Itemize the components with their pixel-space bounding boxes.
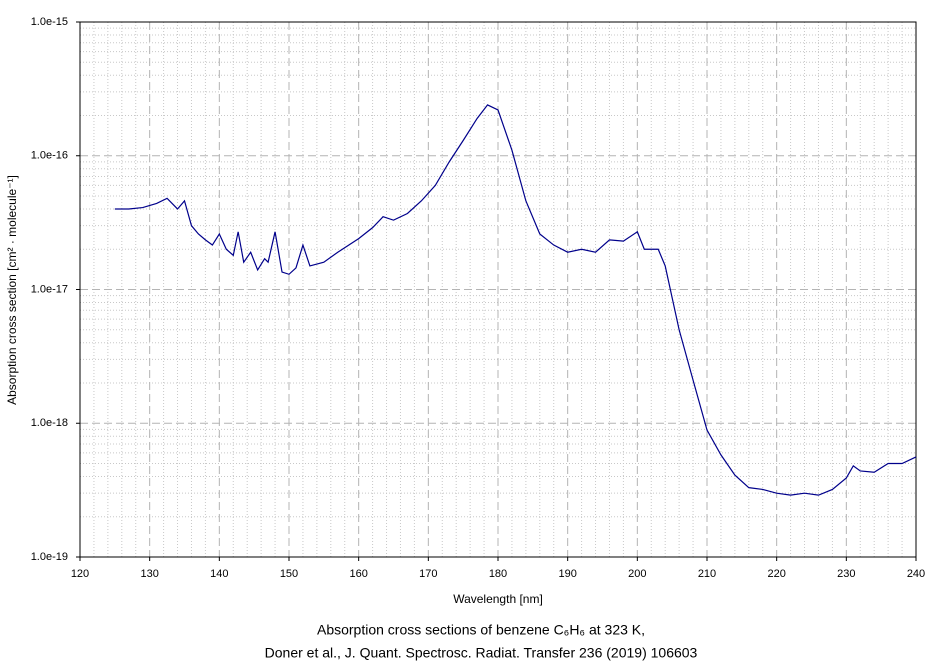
x-tick-label: 230: [837, 568, 855, 580]
y-tick-label: 1.0e-16: [31, 150, 68, 162]
x-tick-label: 140: [210, 568, 228, 580]
x-tick-label: 120: [71, 568, 89, 580]
x-tick-label: 220: [767, 568, 785, 580]
y-tick-label: 1.0e-17: [31, 283, 68, 295]
x-tick-label: 150: [280, 568, 298, 580]
x-axis-title: Wavelength [nm]: [453, 592, 543, 606]
x-tick-label: 160: [349, 568, 367, 580]
caption: Absorption cross sections of benzene C₆H…: [317, 622, 645, 638]
y-axis-title: Absorption cross section [cm² · molecule…: [5, 175, 19, 405]
caption: Doner et al., J. Quant. Spectrosc. Radia…: [265, 645, 698, 661]
x-tick-label: 240: [907, 568, 925, 580]
x-tick-label: 190: [558, 568, 576, 580]
x-tick-label: 180: [489, 568, 507, 580]
x-tick-label: 210: [698, 568, 716, 580]
y-tick-label: 1.0e-18: [31, 417, 68, 429]
x-tick-label: 170: [419, 568, 437, 580]
plot-frame: [79, 21, 917, 558]
y-tick-label: 1.0e-19: [31, 551, 68, 563]
y-tick-label: 1.0e-15: [31, 16, 68, 28]
x-tick-label: 200: [628, 568, 646, 580]
x-tick-label: 130: [140, 568, 158, 580]
data-line: [114, 104, 917, 496]
